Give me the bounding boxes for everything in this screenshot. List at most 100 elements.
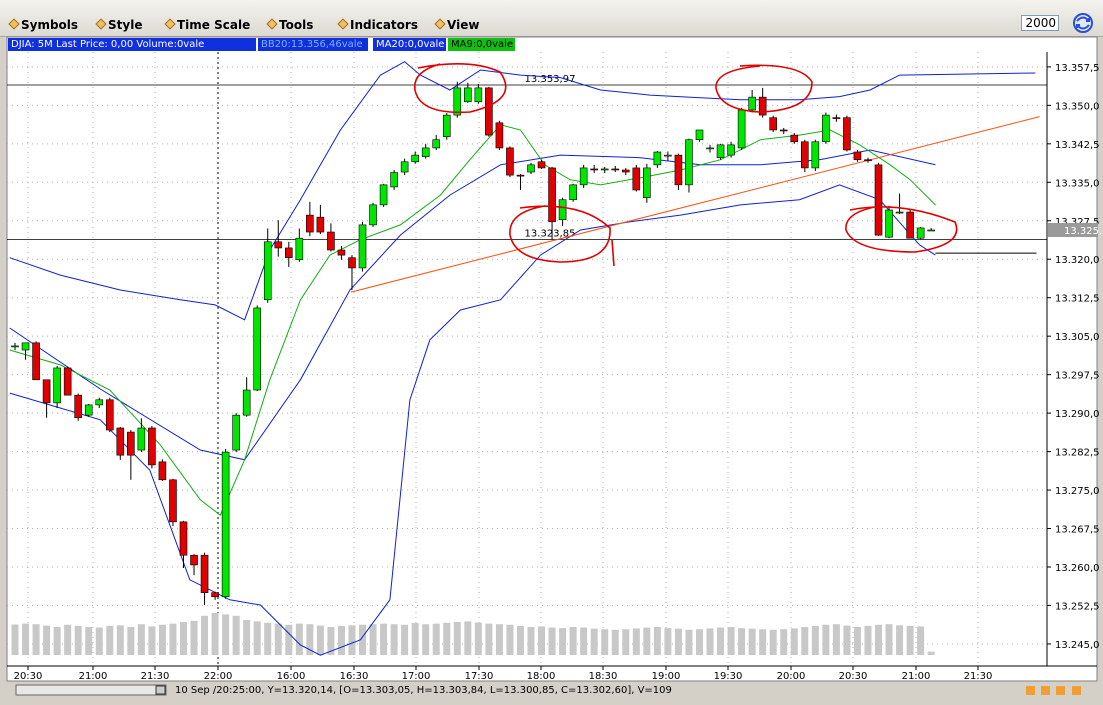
zoom-buttons: [1026, 686, 1081, 695]
menu-tools[interactable]: Tools: [268, 18, 313, 32]
menu-style[interactable]: Style: [97, 18, 142, 32]
x-tick-label: 18:00: [527, 671, 556, 682]
circle-bottom-1: [509, 205, 615, 267]
menu-view[interactable]: View: [436, 18, 479, 32]
indicator-line: [350, 116, 1040, 293]
volume-bar: [285, 624, 293, 655]
circle-top-2: [715, 64, 813, 113]
zoom-button[interactable]: [1026, 686, 1035, 695]
candle-body: [158, 461, 167, 481]
candle-body: [558, 199, 567, 221]
candle-body: [853, 151, 862, 161]
candle-body: [590, 168, 598, 171]
toolbar: Symbols Style Time Scale Tools Indicator…: [0, 0, 1103, 37]
zoom-button[interactable]: [1072, 686, 1081, 695]
candle-body: [874, 164, 883, 236]
volume-bar: [580, 627, 588, 655]
volume-bar: [643, 627, 651, 655]
candle-body: [337, 249, 346, 256]
level-label: 13.323,85: [525, 228, 576, 239]
volume-bar: [253, 621, 261, 655]
volume-bar: [390, 624, 398, 655]
candle-body: [390, 172, 398, 188]
zoom-button[interactable]: [1056, 686, 1065, 695]
volume-bar: [759, 629, 767, 655]
x-tick-label: 21:00: [902, 671, 931, 682]
candle-body: [769, 117, 778, 131]
candle-body: [400, 161, 409, 173]
candle-body: [600, 168, 609, 171]
legend-ma20: MA20:0,0vale: [373, 38, 446, 51]
candle-body: [779, 129, 788, 132]
scrollbar[interactable]: [15, 684, 167, 696]
x-tick-label: 17:30: [465, 671, 494, 682]
candle-body: [148, 427, 156, 466]
legend-bb: BB20:13.356,46vale: [258, 38, 368, 51]
menu-time-scale[interactable]: Time Scale: [166, 18, 250, 32]
y-tick-label: 13.267,5: [1055, 525, 1100, 536]
volume-bar: [527, 627, 535, 655]
y-tick-label: 13.327,5: [1055, 217, 1100, 228]
volume-bar: [906, 625, 914, 655]
volume-bar: [22, 623, 30, 655]
refresh-button[interactable]: [1072, 12, 1094, 34]
x-tick-label: 19:30: [714, 671, 743, 682]
volume-bar: [32, 624, 40, 655]
chart: 13.357,5 13.350,0 13.342,5 13.335,0 13.327,5…: [6, 36, 1103, 696]
candle-body: [695, 129, 704, 141]
candle-body: [685, 139, 693, 186]
level-label: 13.353,97: [525, 74, 576, 85]
volume-bar: [695, 629, 703, 655]
candle-body: [758, 96, 767, 116]
candle-body: [190, 554, 198, 566]
x-tick-label: 20:30: [839, 671, 868, 682]
volume-bar: [11, 624, 19, 655]
last-price-box: [1048, 222, 1098, 237]
candle-body: [179, 521, 188, 556]
menu-indicators[interactable]: Indicators: [339, 18, 418, 32]
candle-body: [137, 427, 146, 451]
volume-bar: [664, 628, 672, 655]
candle-body: [748, 96, 756, 111]
candle-body: [895, 211, 904, 214]
volume-bar: [653, 627, 661, 655]
candle-body: [632, 167, 641, 191]
candle-body: [369, 204, 377, 226]
volume-bar: [85, 627, 93, 655]
volume-bar: [917, 626, 925, 655]
candle-body: [800, 141, 809, 169]
candle-body: [379, 184, 388, 206]
scroll-thumb[interactable]: [155, 685, 166, 695]
candle-body: [790, 134, 799, 143]
x-tick-label: 21:30: [964, 671, 993, 682]
period-input[interactable]: 2000: [1021, 15, 1059, 31]
menu-symbols[interactable]: Symbols: [10, 18, 78, 32]
volume-bar: [632, 628, 640, 655]
zoom-button[interactable]: [1041, 686, 1050, 695]
candle-body: [537, 161, 546, 169]
volume-bar: [169, 623, 177, 655]
candle-body: [127, 431, 135, 456]
candle-body: [221, 451, 230, 598]
candle-body: [906, 211, 914, 239]
x-tick-label: 20:00: [777, 671, 806, 682]
volume-bar: [590, 628, 598, 655]
volume-bar: [601, 629, 609, 655]
volume-bar: [495, 624, 503, 655]
y-tick-label: 13.357,5: [1055, 63, 1100, 74]
candle-body: [674, 154, 683, 186]
candle-body: [411, 154, 419, 163]
candle-body: [348, 257, 356, 269]
volume-bar: [485, 623, 493, 655]
candle-body: [200, 554, 209, 593]
candle-body: [643, 167, 651, 198]
x-tick-label: 16:00: [277, 671, 306, 682]
candle-body: [811, 141, 820, 169]
volume-bar: [853, 627, 861, 655]
volume-bar: [348, 625, 356, 655]
candle-body: [706, 147, 714, 150]
candle-body: [74, 394, 82, 419]
volume-bar: [274, 623, 282, 655]
volume-bar: [43, 625, 51, 655]
